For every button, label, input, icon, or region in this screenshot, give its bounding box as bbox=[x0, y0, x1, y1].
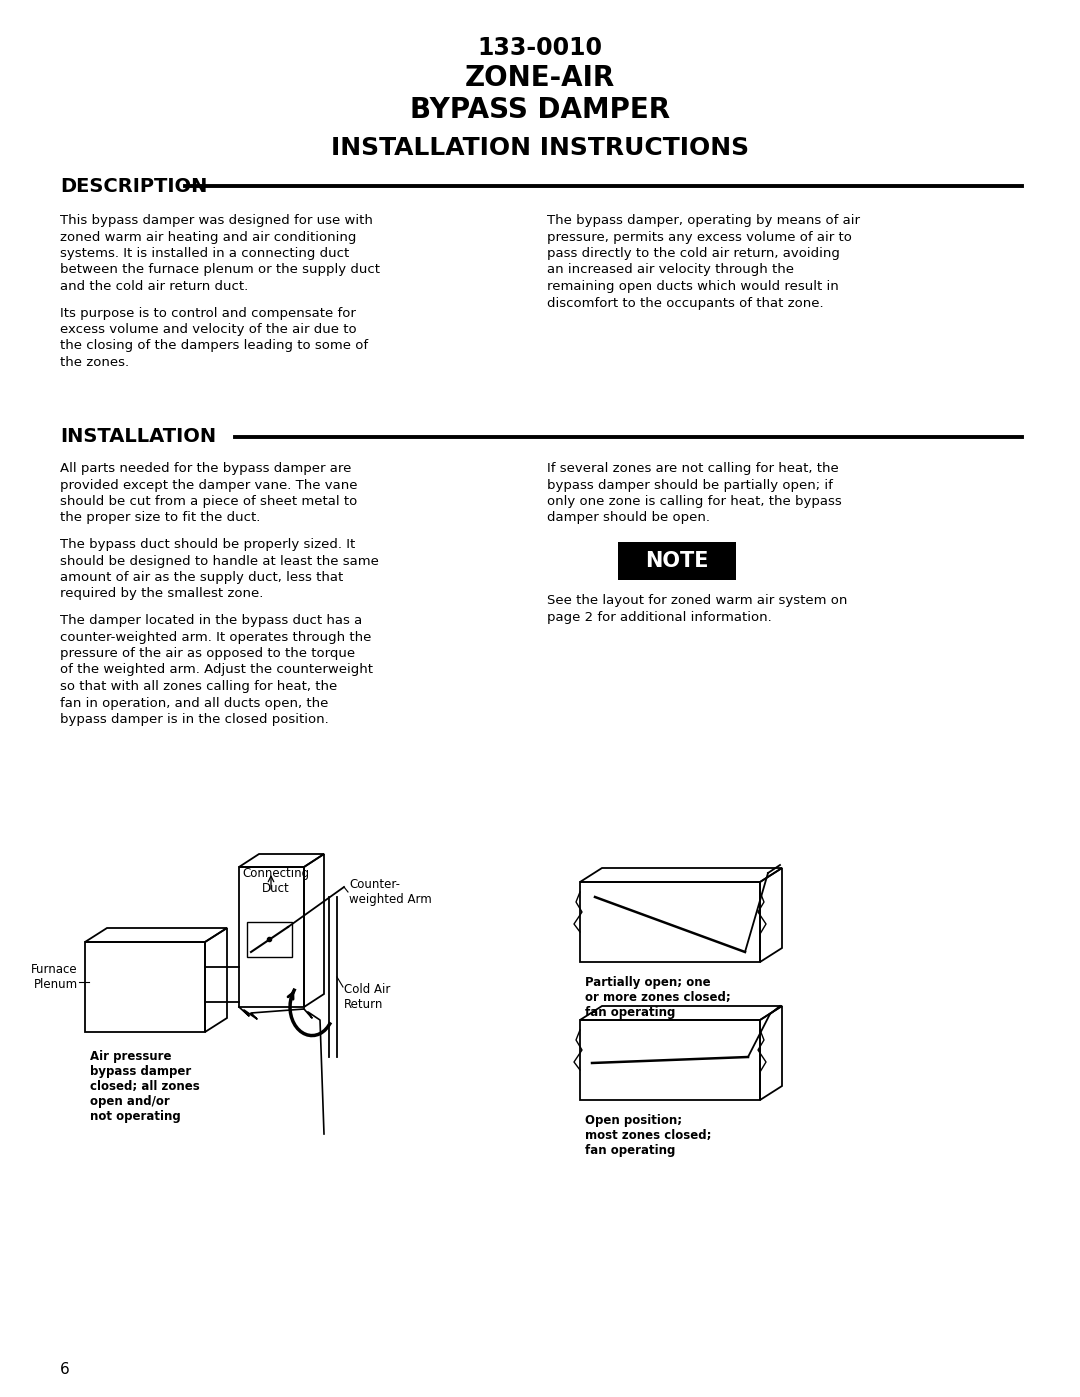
Text: of the weighted arm. Adjust the counterweight: of the weighted arm. Adjust the counterw… bbox=[60, 664, 373, 676]
Text: INSTALLATION INSTRUCTIONS: INSTALLATION INSTRUCTIONS bbox=[330, 136, 750, 161]
Text: Partially open; one
or more zones closed;
fan operating: Partially open; one or more zones closed… bbox=[585, 977, 731, 1018]
Text: pass directly to the cold air return, avoiding: pass directly to the cold air return, av… bbox=[546, 247, 840, 260]
Text: ZONE-AIR: ZONE-AIR bbox=[464, 64, 616, 92]
Text: zoned warm air heating and air conditioning: zoned warm air heating and air condition… bbox=[60, 231, 356, 243]
Text: INSTALLATION: INSTALLATION bbox=[60, 427, 216, 447]
Text: Furnace
Plenum: Furnace Plenum bbox=[31, 963, 78, 990]
Text: counter-weighted arm. It operates through the: counter-weighted arm. It operates throug… bbox=[60, 630, 372, 644]
Text: and the cold air return duct.: and the cold air return duct. bbox=[60, 279, 248, 293]
Text: Open position;
most zones closed;
fan operating: Open position; most zones closed; fan op… bbox=[585, 1113, 712, 1157]
Bar bbox=[618, 542, 735, 580]
Text: The bypass duct should be properly sized. It: The bypass duct should be properly sized… bbox=[60, 538, 355, 550]
Text: damper should be open.: damper should be open. bbox=[546, 511, 710, 524]
Text: See the layout for zoned warm air system on: See the layout for zoned warm air system… bbox=[546, 594, 848, 608]
Text: NOTE: NOTE bbox=[645, 550, 708, 571]
Text: 133-0010: 133-0010 bbox=[477, 36, 603, 60]
Text: the proper size to fit the duct.: the proper size to fit the duct. bbox=[60, 511, 260, 524]
Text: The damper located in the bypass duct has a: The damper located in the bypass duct ha… bbox=[60, 615, 362, 627]
Text: Connecting
Duct: Connecting Duct bbox=[242, 868, 310, 895]
Text: amount of air as the supply duct, less that: amount of air as the supply duct, less t… bbox=[60, 571, 343, 584]
Text: bypass damper should be partially open; if: bypass damper should be partially open; … bbox=[546, 479, 833, 492]
Text: the closing of the dampers leading to some of: the closing of the dampers leading to so… bbox=[60, 339, 368, 352]
Text: If several zones are not calling for heat, the: If several zones are not calling for hea… bbox=[546, 462, 839, 475]
Text: Its purpose is to control and compensate for: Its purpose is to control and compensate… bbox=[60, 306, 356, 320]
Text: so that with all zones calling for heat, the: so that with all zones calling for heat,… bbox=[60, 680, 337, 693]
Text: pressure, permits any excess volume of air to: pressure, permits any excess volume of a… bbox=[546, 231, 852, 243]
Text: DESCRIPTION: DESCRIPTION bbox=[60, 176, 207, 196]
Text: BYPASS DAMPER: BYPASS DAMPER bbox=[410, 96, 670, 124]
Text: fan in operation, and all ducts open, the: fan in operation, and all ducts open, th… bbox=[60, 697, 328, 710]
Text: discomfort to the occupants of that zone.: discomfort to the occupants of that zone… bbox=[546, 296, 824, 310]
Text: 6: 6 bbox=[60, 1362, 70, 1377]
Text: should be cut from a piece of sheet metal to: should be cut from a piece of sheet meta… bbox=[60, 495, 357, 509]
Text: should be designed to handle at least the same: should be designed to handle at least th… bbox=[60, 555, 379, 567]
Text: only one zone is calling for heat, the bypass: only one zone is calling for heat, the b… bbox=[546, 495, 841, 509]
Text: page 2 for additional information.: page 2 for additional information. bbox=[546, 610, 772, 623]
Text: provided except the damper vane. The vane: provided except the damper vane. The van… bbox=[60, 479, 357, 492]
Text: remaining open ducts which would result in: remaining open ducts which would result … bbox=[546, 279, 839, 293]
Text: the zones.: the zones. bbox=[60, 356, 130, 369]
Text: The bypass damper, operating by means of air: The bypass damper, operating by means of… bbox=[546, 214, 860, 226]
Text: systems. It is installed in a connecting duct: systems. It is installed in a connecting… bbox=[60, 247, 349, 260]
Text: an increased air velocity through the: an increased air velocity through the bbox=[546, 264, 794, 277]
Text: required by the smallest zone.: required by the smallest zone. bbox=[60, 588, 264, 601]
Text: All parts needed for the bypass damper are: All parts needed for the bypass damper a… bbox=[60, 462, 351, 475]
Text: bypass damper is in the closed position.: bypass damper is in the closed position. bbox=[60, 712, 328, 726]
Text: excess volume and velocity of the air due to: excess volume and velocity of the air du… bbox=[60, 323, 356, 337]
Text: between the furnace plenum or the supply duct: between the furnace plenum or the supply… bbox=[60, 264, 380, 277]
Text: Counter-
weighted Arm: Counter- weighted Arm bbox=[349, 877, 432, 907]
Text: Air pressure
bypass damper
closed; all zones
open and/or
not operating: Air pressure bypass damper closed; all z… bbox=[90, 1051, 200, 1123]
Text: This bypass damper was designed for use with: This bypass damper was designed for use … bbox=[60, 214, 373, 226]
Text: pressure of the air as opposed to the torque: pressure of the air as opposed to the to… bbox=[60, 647, 355, 659]
Text: Cold Air
Return: Cold Air Return bbox=[345, 983, 390, 1011]
